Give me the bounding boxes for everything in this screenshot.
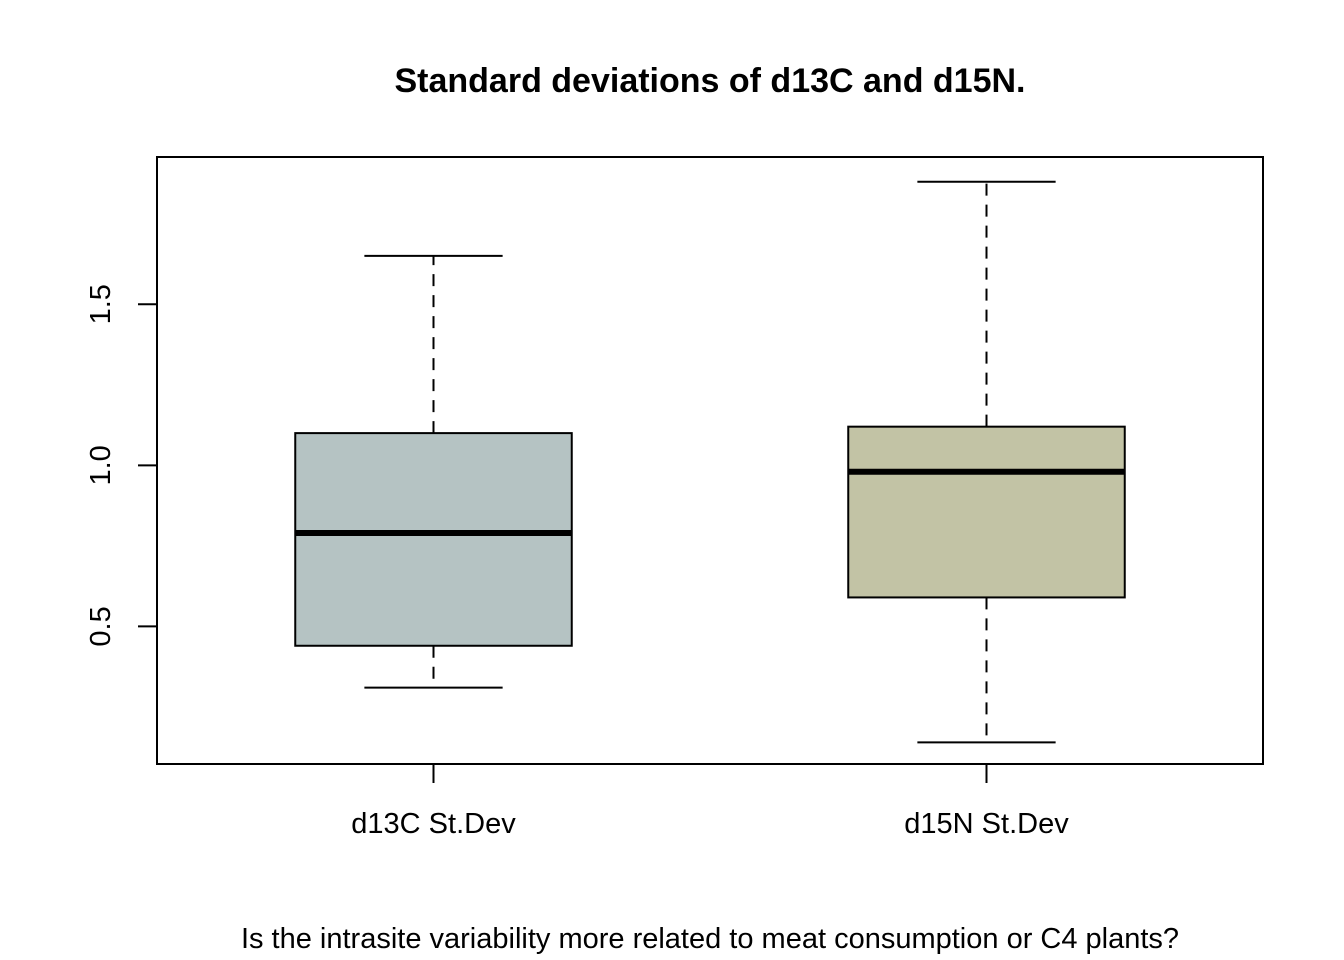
box-group-2 [847, 180, 1126, 744]
y-tick-label: 1.0 [85, 445, 117, 485]
x-axis-label: Is the intrasite variability more relate… [241, 923, 1179, 955]
box-group-1 [294, 254, 573, 689]
x-tick-label: d13C St.Dev [351, 808, 516, 840]
box-iqr [847, 425, 1126, 599]
plot-frame [156, 156, 1264, 765]
chart-title: Standard deviations of d13C and d15N. [394, 62, 1025, 100]
y-tick-label: 0.5 [85, 606, 117, 646]
plot-area [294, 180, 1126, 744]
box-iqr [294, 432, 573, 647]
y-tick-label: 1.5 [85, 284, 117, 324]
x-tick-label: d15N St.Dev [904, 808, 1069, 840]
